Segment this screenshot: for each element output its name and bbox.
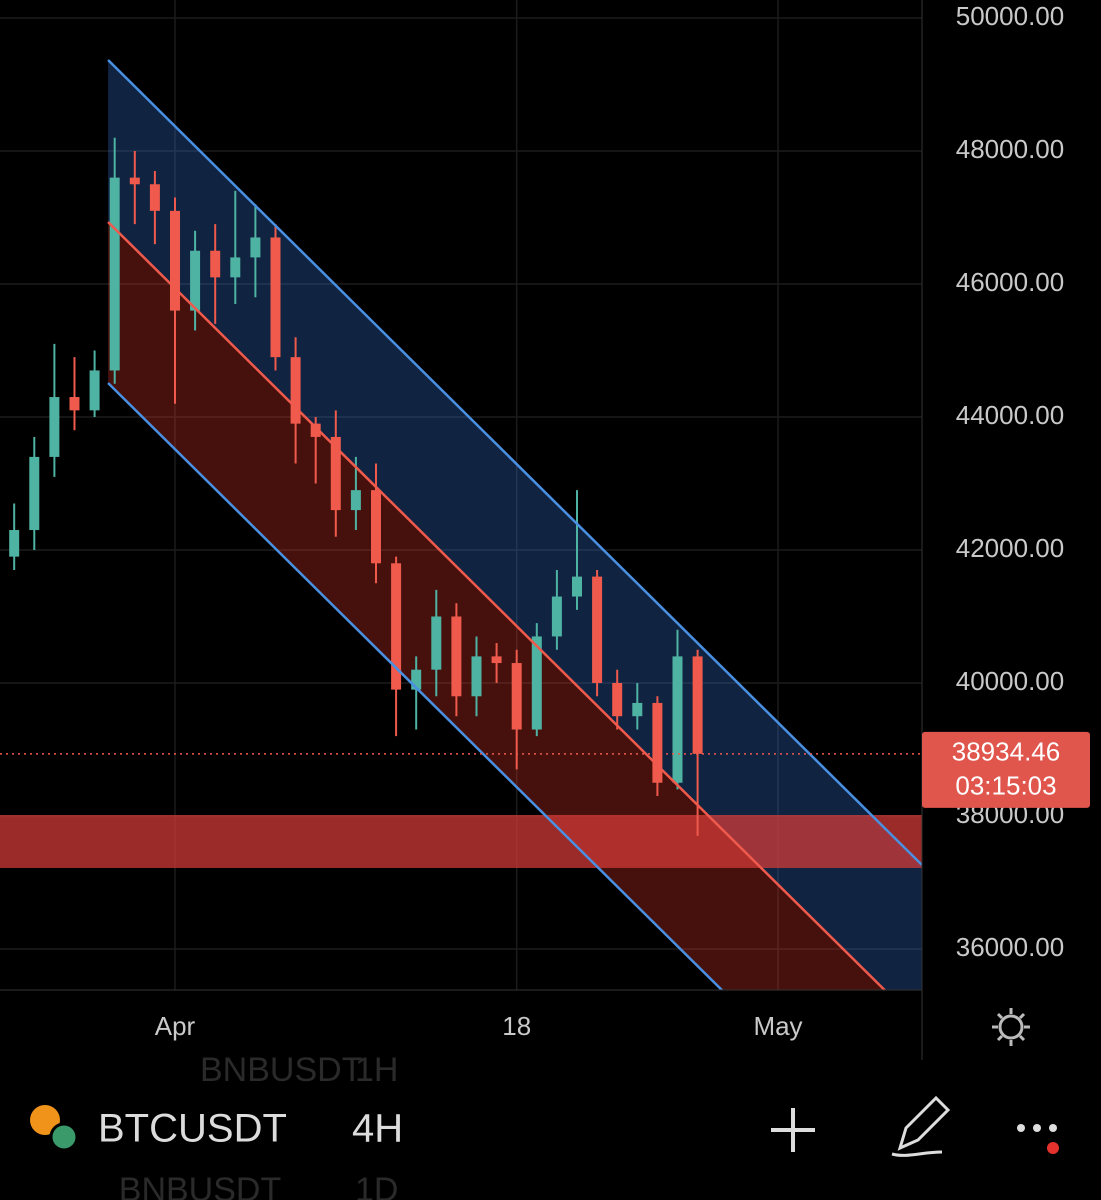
candle-body <box>551 596 562 637</box>
candle-body <box>230 257 241 278</box>
candle-body <box>129 177 140 185</box>
candle-body <box>632 702 643 717</box>
candle-body <box>350 490 361 511</box>
candle-body <box>692 656 703 754</box>
candle-body <box>672 656 683 783</box>
candle-body <box>89 370 100 411</box>
candle-body <box>451 616 462 697</box>
more-button[interactable] <box>1017 1124 1059 1154</box>
candle-body <box>411 669 422 690</box>
candle-body <box>370 490 381 564</box>
support-zone <box>0 814 922 868</box>
candle-body <box>49 397 60 457</box>
ghost-interval: 1H <box>355 1051 398 1089</box>
candle-body <box>9 530 20 557</box>
x-tick-label: 18 <box>502 1011 531 1041</box>
x-tick-label: May <box>753 1011 802 1041</box>
channel-upper-fill <box>108 60 922 990</box>
y-tick-label: 44000.00 <box>956 400 1064 430</box>
price-tag-value: 38934.46 <box>952 737 1060 767</box>
y-tick-label: 42000.00 <box>956 533 1064 563</box>
channel-line <box>107 59 922 866</box>
price-tag <box>922 731 1090 808</box>
candle-body <box>330 436 341 511</box>
plot-area <box>0 0 922 990</box>
candle-body <box>109 177 120 371</box>
ghost-symbol: BNBUSDT <box>119 1171 281 1200</box>
candle-body <box>69 397 80 411</box>
candle-body <box>592 576 603 683</box>
y-tick-label: 36000.00 <box>956 932 1064 962</box>
channel-line <box>107 382 724 990</box>
symbol-icon <box>30 1105 79 1152</box>
candle-body <box>471 656 482 697</box>
price-tag-timer: 03:15:03 <box>955 771 1056 801</box>
candle-body <box>270 237 281 358</box>
candle-body <box>531 636 542 730</box>
add-button[interactable] <box>771 1108 815 1152</box>
settings-icon[interactable] <box>992 1008 1030 1046</box>
y-tick-label: 48000.00 <box>956 134 1064 164</box>
y-tick-label: 46000.00 <box>956 267 1064 297</box>
candle-body <box>612 682 623 717</box>
candle-body <box>190 250 201 311</box>
candle-body <box>310 423 321 437</box>
draw-button[interactable] <box>891 1095 951 1157</box>
ghost-symbol: BNBUSDT <box>200 1051 362 1089</box>
candle-body <box>29 456 40 531</box>
x-tick-label: Apr <box>155 1011 196 1041</box>
candle-body <box>290 357 301 424</box>
y-tick-label: 40000.00 <box>956 666 1064 696</box>
candle-body <box>652 702 663 783</box>
ghost-interval: 1D <box>355 1171 398 1200</box>
symbol[interactable]: BTCUSDT <box>98 1107 287 1151</box>
candle-body <box>250 237 261 258</box>
channel-line <box>107 221 887 990</box>
candle-body <box>149 184 160 211</box>
candle-body <box>491 656 502 664</box>
y-tick-label: 50000.00 <box>956 1 1064 31</box>
candle-body <box>210 250 221 278</box>
interval[interactable]: 4H <box>352 1107 403 1151</box>
candle-body <box>511 663 522 730</box>
candle-body <box>431 616 442 670</box>
candle-body <box>571 576 582 597</box>
candle-body <box>391 563 402 690</box>
candle-body <box>169 210 180 311</box>
